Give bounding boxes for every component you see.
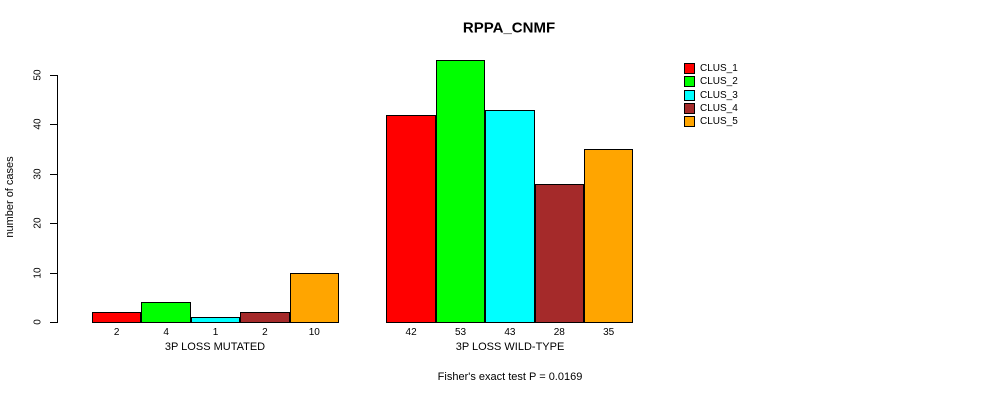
y-tick [50, 124, 57, 126]
legend-swatch [684, 116, 695, 128]
bar-clus-5-group2 [584, 149, 634, 323]
legend-item-clus-1: CLUS_1 [684, 62, 738, 75]
legend: CLUS_1 CLUS_2 CLUS_3 CLUS_4 CLUS_5 [684, 62, 738, 128]
bar-value-label: 2 [113, 327, 120, 338]
legend-item-clus-3: CLUS_3 [684, 89, 738, 102]
bar-clus-4-group1 [240, 312, 290, 323]
legend-item-clus-4: CLUS_4 [684, 102, 738, 115]
legend-label: CLUS_1 [700, 63, 738, 75]
legend-swatch [684, 76, 695, 88]
legend-item-clus-5: CLUS_5 [684, 115, 738, 128]
y-tick-label: 10 [32, 267, 44, 279]
footnote-fishers-test: Fisher's exact test P = 0.0169 [437, 371, 583, 383]
legend-swatch [684, 63, 695, 75]
y-axis-line [57, 75, 58, 323]
y-tick [50, 75, 57, 76]
y-tick-label: 50 [32, 69, 44, 81]
bar-value-label: 42 [405, 327, 417, 338]
bar-value-label: 1 [212, 327, 219, 338]
legend-swatch [684, 103, 695, 115]
legend-label: CLUS_2 [700, 76, 738, 88]
bar-value-label: 28 [553, 327, 565, 338]
bar-value-label: 43 [504, 327, 516, 338]
bar-value-label: 53 [454, 327, 467, 338]
bar-value-label: 35 [603, 327, 615, 338]
bar-clus-4-group2 [534, 183, 584, 323]
legend-label: CLUS_5 [700, 116, 738, 128]
legend-item-clus-2: CLUS_2 [684, 75, 738, 88]
y-axis-title: number of cases [4, 156, 16, 238]
bar-clus-3-group1 [190, 317, 241, 323]
y-tick [50, 322, 57, 323]
y-tick-label: 30 [32, 168, 44, 180]
bar-clus-1-group1 [92, 312, 142, 323]
legend-swatch [684, 89, 695, 101]
group-label-mutated: 3P LOSS MUTATED [164, 341, 266, 353]
legend-label: CLUS_3 [700, 89, 738, 101]
y-tick-label: 40 [32, 118, 44, 130]
bar-clus-1-group2 [386, 114, 436, 323]
bar-clus-2-group1 [141, 302, 191, 323]
bar-clus-3-group2 [485, 109, 535, 323]
y-tick [50, 223, 57, 225]
bar-clus-5-group1 [289, 272, 339, 323]
y-tick-label: 20 [32, 217, 44, 229]
bar-value-label: 4 [163, 327, 169, 338]
bar-value-label: 10 [308, 327, 320, 338]
y-tick [50, 272, 57, 274]
bar-clus-2-group2 [435, 60, 486, 323]
group-label-wild-type: 3P LOSS WILD-TYPE [455, 341, 565, 353]
chart-title: RPPA_CNMF [462, 19, 556, 37]
legend-label: CLUS_4 [700, 103, 738, 115]
bar-value-label: 2 [262, 327, 268, 338]
y-tick-label: 0 [32, 319, 44, 325]
y-tick [50, 173, 57, 175]
